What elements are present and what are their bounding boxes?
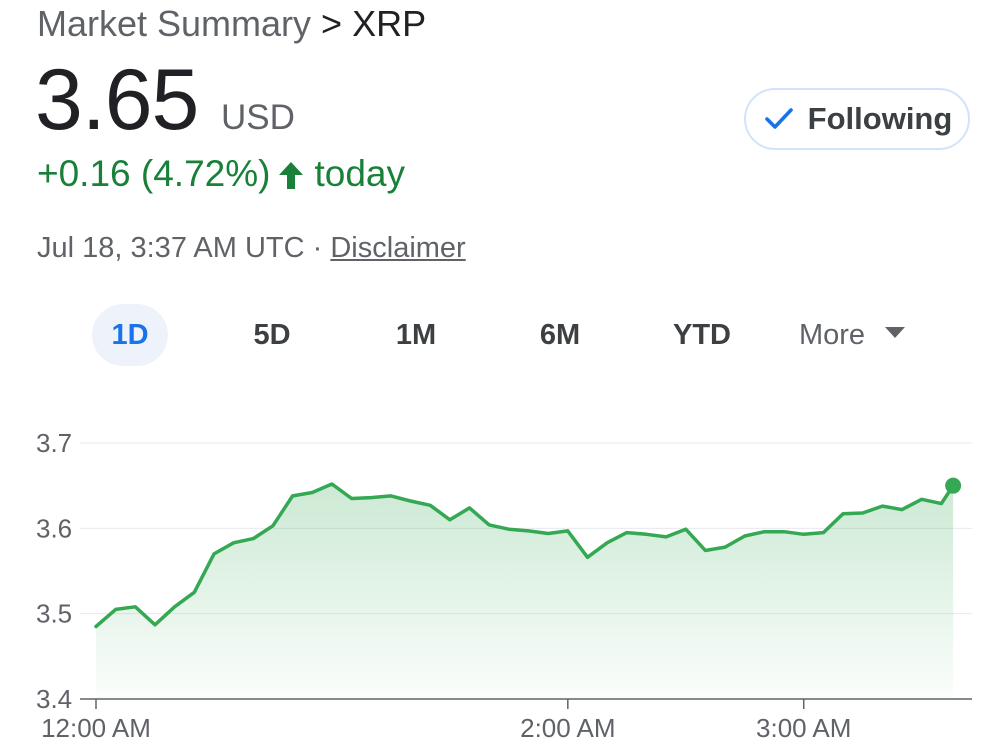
- y-tick-label: 3.7: [36, 428, 72, 458]
- dropdown-caret-icon: [885, 326, 906, 338]
- timestamp-separator: ·: [312, 232, 323, 264]
- y-tick-label: 3.6: [36, 513, 72, 543]
- breadcrumb-market-summary[interactable]: Market Summary: [37, 3, 312, 44]
- x-tick-label: 3:00 AM: [756, 713, 851, 743]
- disclaimer-link[interactable]: Disclaimer: [330, 232, 466, 264]
- arrow-up-icon: [276, 157, 306, 191]
- tab-label: 6M: [539, 318, 581, 351]
- currency-code: USD: [221, 98, 295, 137]
- current-price-dot: [945, 477, 962, 494]
- tab-5d[interactable]: 5D: [234, 304, 310, 366]
- y-tick-label: 3.4: [36, 684, 72, 714]
- x-tick-label: 12:00 AM: [41, 713, 151, 743]
- following-button[interactable]: Following: [744, 88, 970, 150]
- tab-6m[interactable]: 6M: [520, 304, 600, 366]
- tab-label: 1D: [111, 318, 149, 351]
- price-line: [94, 482, 955, 629]
- tab-1d[interactable]: 1D: [92, 304, 168, 366]
- price-change: +0.16 (4.72%) today: [37, 151, 405, 197]
- tab-1m[interactable]: 1M: [376, 304, 456, 366]
- tab-label: 1M: [395, 318, 437, 351]
- price-area: [96, 484, 954, 699]
- current-price: 3.65: [35, 52, 199, 148]
- range-tabs: 1D 5D 1M 6M YTD More: [0, 304, 1008, 368]
- y-tick-label: 3.5: [36, 599, 72, 629]
- change-period: today: [314, 153, 405, 194]
- check-icon: [762, 102, 796, 136]
- breadcrumb-symbol: XRP: [352, 3, 427, 44]
- tab-label: More: [798, 318, 866, 351]
- breadcrumb: Market Summary > XRP: [37, 2, 426, 46]
- tab-more[interactable]: More: [786, 304, 918, 366]
- breadcrumb-separator: >: [321, 3, 343, 44]
- price-change-value: +0.16 (4.72%): [37, 153, 271, 194]
- price-chart[interactable]: 3.7 3.6 3.5 3.4 12:00 AM 2:00 AM 3:00 AM: [0, 400, 1008, 746]
- quote-timestamp: Jul 18, 3:37 AM UTC · Disclaimer: [37, 229, 466, 267]
- tab-ytd[interactable]: YTD: [660, 304, 744, 366]
- x-tick-label: 2:00 AM: [520, 713, 615, 743]
- timestamp-text: Jul 18, 3:37 AM UTC: [37, 232, 305, 264]
- following-label: Following: [807, 101, 953, 136]
- price-chart-svg: 3.7 3.6 3.5 3.412:00 AM 2:00 AM 3:00 AM: [36, 428, 972, 743]
- tab-label: YTD: [673, 318, 731, 351]
- tab-label: 5D: [253, 318, 291, 351]
